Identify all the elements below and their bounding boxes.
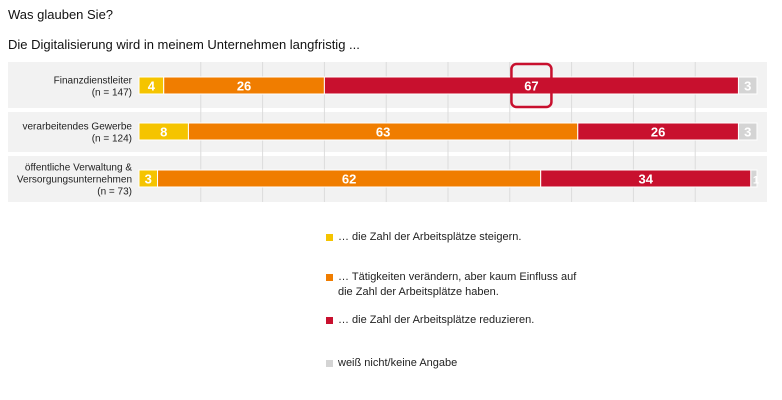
data-label: 67 [524,79,538,94]
category-label: verarbeitendes Gewerbe [22,122,132,133]
legend-item: … die Zahl der Arbeitsplätze steigern. [326,230,608,245]
legend-swatch [326,274,333,281]
legend-label: die Zahl der Arbeitsplätze haben. [338,286,499,298]
data-label: 63 [376,125,390,140]
legend-swatch [326,360,333,367]
data-label: 8 [160,125,167,140]
legend-item: … die Zahl der Arbeitsplätze reduzieren. [326,313,608,328]
category-label: öffentliche Verwaltung & [25,163,132,174]
category-label: Versorgungsunternehmen [17,175,132,186]
legend-label: … die Zahl der Arbeitsplätze reduzieren. [338,314,535,326]
legend-item: weiß nicht/keine Angabe [326,356,608,371]
data-label: 62 [342,172,356,187]
legend-label: … Tätigkeiten verändern, aber kaum Einfl… [338,271,577,283]
data-label: 26 [237,79,251,94]
category-label: (n = 73) [97,187,132,198]
category-label: Finanzdienstleiter [54,76,133,87]
legend-swatch [326,317,333,324]
data-label: 4 [148,79,156,94]
question-text: Was glauben Sie? [8,7,114,22]
stacked-bar-chart: Finanzdienstleiter(n = 147) verarbeitende… [8,62,767,202]
category-label: (n = 124) [92,134,132,145]
bar-segment [737,76,758,95]
data-label: 1 [753,175,759,187]
highlight-box [510,62,553,109]
data-label: 3 [744,79,751,94]
category-label: (n = 147) [92,88,132,99]
legend-swatch [326,234,333,241]
legend-label: weiß nicht/keine Angabe [338,357,458,369]
data-label: 3 [744,125,751,140]
data-label: 34 [639,172,654,187]
legend-item: … Tätigkeiten verändern, aber kaum Einfl… [326,270,608,300]
legend-label: … die Zahl der Arbeitsplätze steigern. [338,231,522,243]
bar-segment [750,169,758,188]
statement-text: Die Digitalisierung wird in meinem Unter… [8,37,360,52]
data-label: 26 [651,125,665,140]
bar-segment [737,122,758,141]
data-label: 3 [145,172,152,187]
